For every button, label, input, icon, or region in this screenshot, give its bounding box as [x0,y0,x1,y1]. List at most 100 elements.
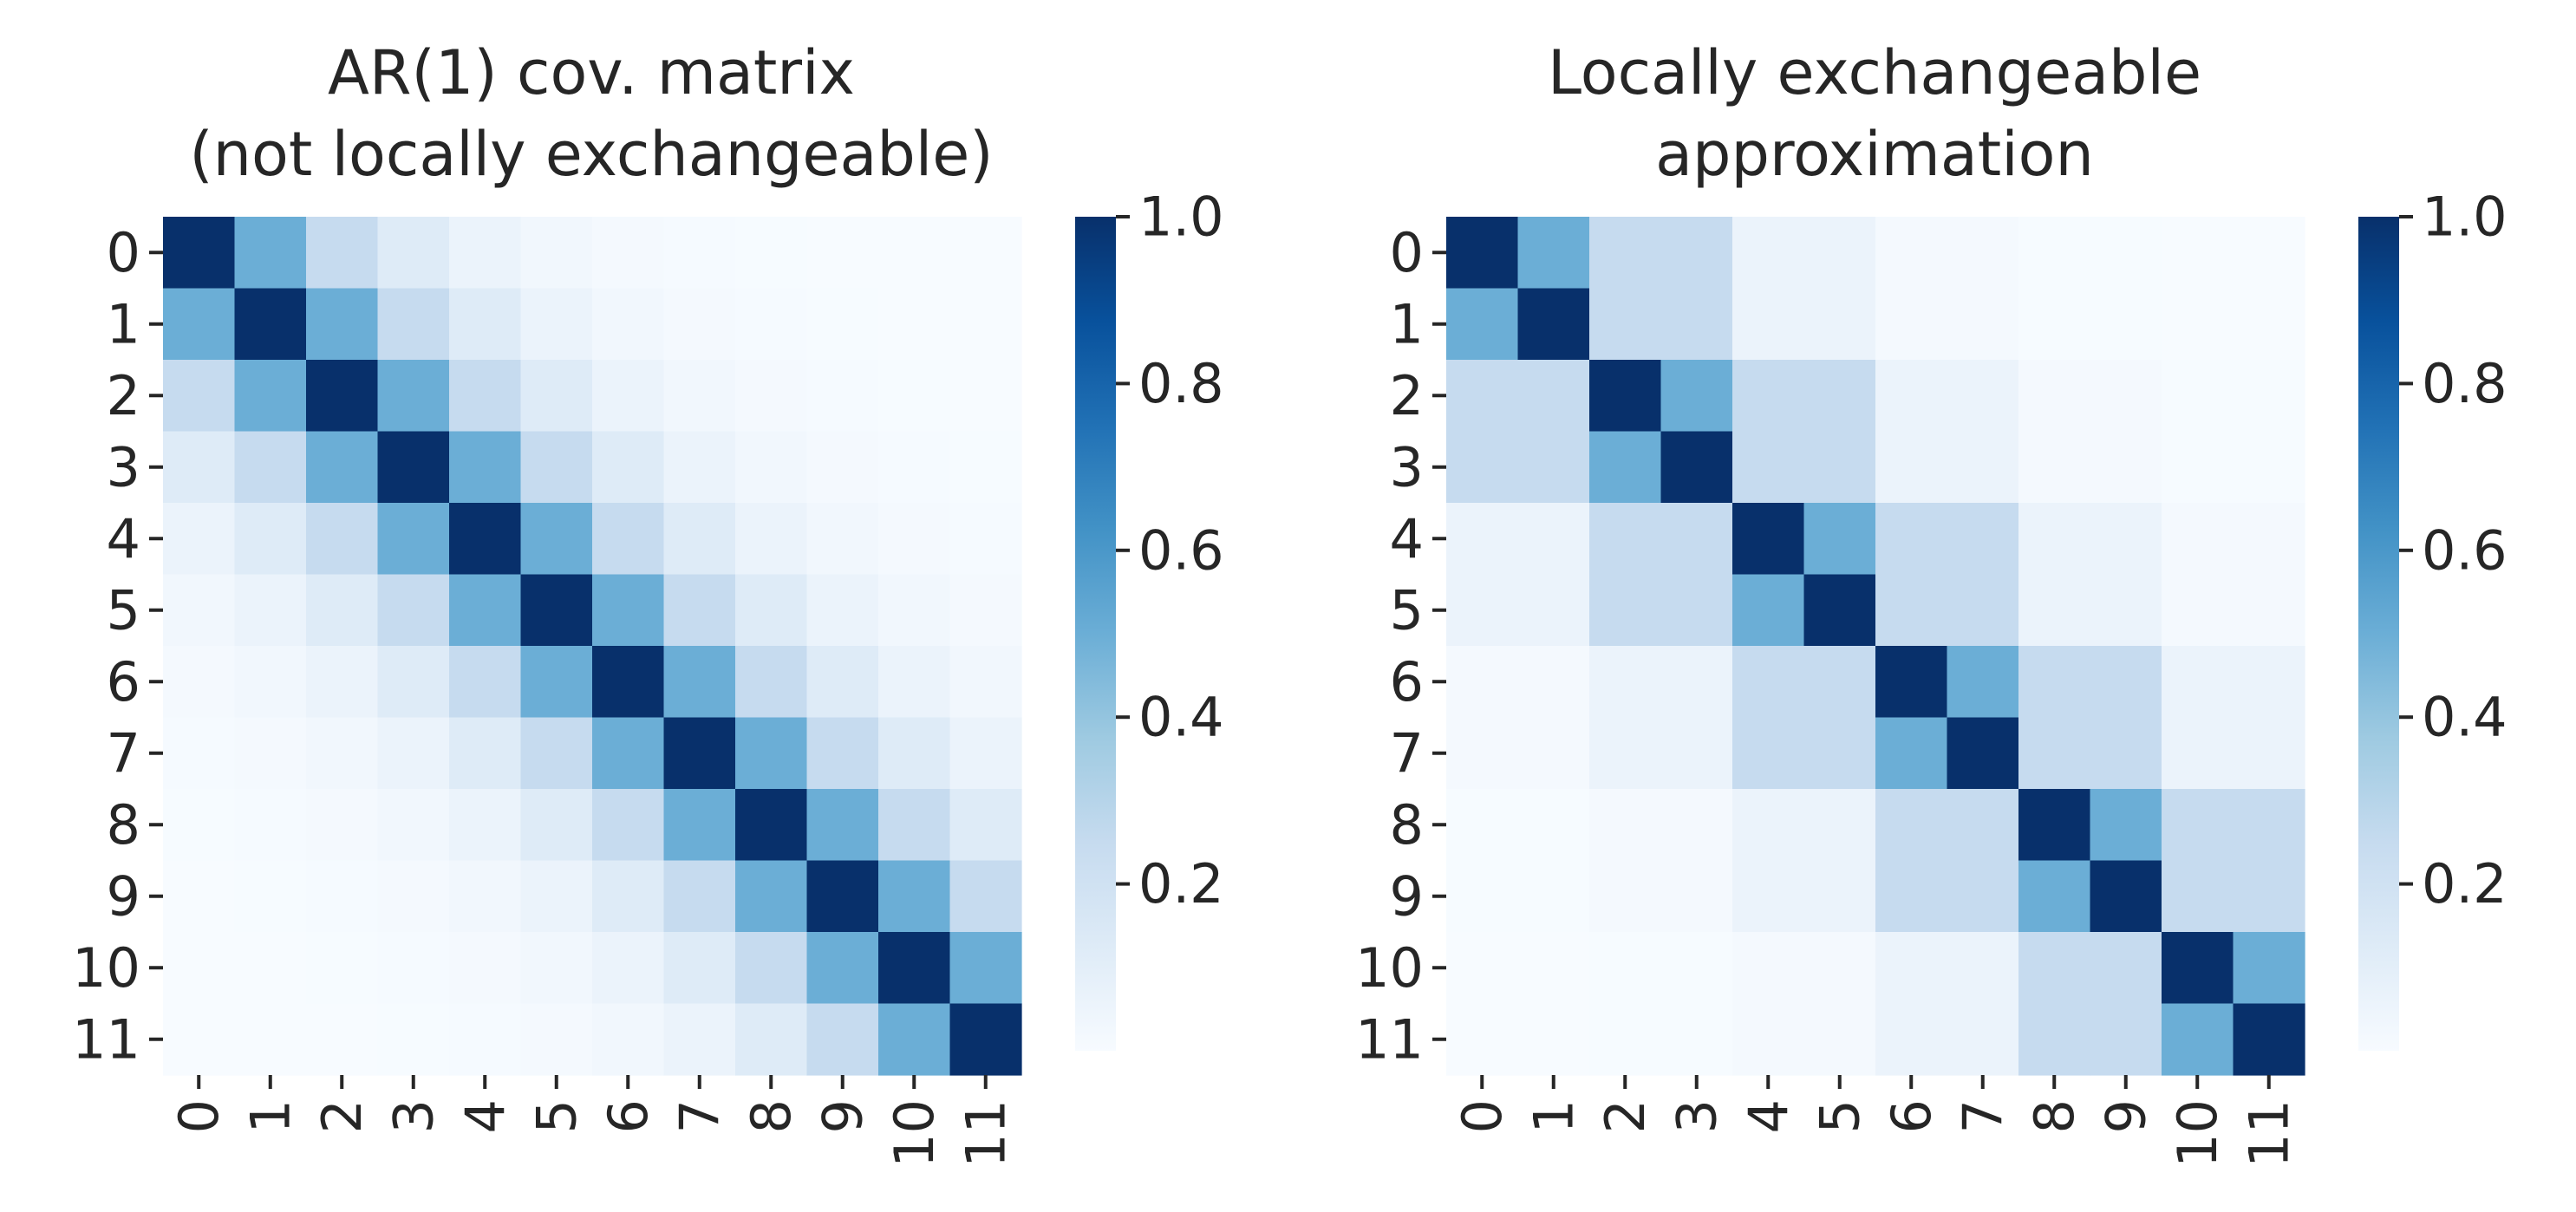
heatmap-cell [306,288,379,361]
heatmap-cell [2233,860,2305,933]
column-tick-label: 10 [2166,1099,2229,1168]
column-tick-label: 3 [1665,1099,1728,1133]
column-tick-label: 5 [525,1099,588,1133]
heatmap-cell [1589,860,1662,933]
heatmap-cell [735,717,808,790]
heatmap-cell [1947,717,2019,790]
row-tick-label: 5 [107,578,140,642]
heatmap-cell [1589,503,1662,576]
heatmap-cell [806,288,879,361]
heatmap-cell [306,431,379,504]
heatmap-cell [1446,1003,1519,1076]
row-tick-label: 1 [1390,292,1424,355]
column-tick-label: 11 [954,1099,1017,1168]
heatmap-cell [1660,574,1733,647]
heatmap-cell [949,789,1022,862]
heatmap-cell [1947,217,2019,290]
heatmap-cell [1803,360,1876,433]
heatmap-cell [2233,1003,2305,1076]
heatmap-cell [1803,932,1876,1005]
heatmap-cell [949,574,1022,647]
heatmap-cell [1803,717,1876,790]
heatmap-cell [2018,431,2091,504]
heatmap-cell [1947,574,2019,647]
heatmap-cell [234,503,307,576]
heatmap-cell [1732,288,1805,361]
heatmap-cell [2162,646,2234,719]
heatmap-cell [1517,646,1590,719]
column-tick-label: 8 [740,1099,803,1133]
column-tick-label: 2 [310,1099,374,1133]
column-tick-label: 3 [382,1099,445,1133]
column-tick-label: 6 [1880,1099,1943,1133]
chart-title-line-2: approximation [1655,119,2094,190]
row-tick-label: 9 [1390,864,1424,928]
heatmap-cell [1589,1003,1662,1076]
heatmap-cell [1803,217,1876,290]
heatmap-cell [520,646,593,719]
heatmap-cell [306,217,379,290]
column-tick-label: 4 [453,1099,517,1133]
colorbar [2358,217,2399,1051]
heatmap-cell [592,1003,665,1076]
heatmap-cell [878,717,951,790]
heatmap-cell [1517,1003,1590,1076]
heatmap-cell [663,860,736,933]
colorbar-tick-label: 0.4 [2422,686,2508,749]
heatmap-cell [2090,860,2162,933]
heatmap-cell [949,217,1022,290]
heatmap-cell [663,503,736,576]
heatmap-cell [234,217,307,290]
column-tick-label: 7 [668,1099,731,1133]
row-tick-label: 1 [107,292,140,355]
heatmap-cell [2090,503,2162,576]
heatmap-cell [1446,503,1519,576]
heatmap-cell [806,717,879,790]
heatmap-cell [592,217,665,290]
heatmap-cell [1875,288,1948,361]
heatmap-cell [1947,646,2019,719]
heatmap-cell [1446,717,1519,790]
colorbar-tick-label: 0.2 [1138,852,1224,916]
heatmap-cell [234,717,307,790]
heatmap-cell [1875,431,1948,504]
heatmap-cell [377,646,450,719]
column-tick-label: 4 [1737,1099,1800,1133]
heatmap-cell [234,574,307,647]
heatmap-cell [1875,1003,1948,1076]
heatmap-cell [878,431,951,504]
heatmap-cell [1875,503,1948,576]
heatmap-cell [377,860,450,933]
heatmap-cell [878,646,951,719]
heatmap-cell [1589,717,1662,790]
heatmap-cell [1446,360,1519,433]
heatmap-cell [2090,217,2162,290]
heatmap-cell [1732,860,1805,933]
heatmap-cell [520,217,593,290]
heatmap-cell [2018,789,2091,862]
heatmap-cell [663,574,736,647]
heatmap-cell [1660,360,1733,433]
heatmap-cell [592,932,665,1005]
row-tick-label: 8 [1390,793,1424,857]
heatmap-cell [306,789,379,862]
heatmap-cell [1660,288,1733,361]
heatmap-cell [2233,789,2305,862]
heatmap-cell [663,431,736,504]
heatmap-cell [1732,932,1805,1005]
heatmap-cell [1875,717,1948,790]
heatmap-cell [663,1003,736,1076]
heatmap-cell [806,431,879,504]
heatmap-cell [1947,860,2019,933]
row-tick-labels: 0 1 2 3 4 5 6 7 8 9 10 11 [1355,221,1446,1071]
heatmap-cell [377,217,450,290]
heatmap-cell [2162,217,2234,290]
heatmap-cell [1875,789,1948,862]
heatmap-cell [306,503,379,576]
column-tick-labels: 0 1 2 3 4 5 6 7 8 9 10 11 [167,1075,1017,1168]
heatmap-cell [2233,574,2305,647]
heatmap-cell [1589,646,1662,719]
heatmap-cell [592,646,665,719]
heatmap-cell [449,1003,522,1076]
heatmap-cell [2162,574,2234,647]
